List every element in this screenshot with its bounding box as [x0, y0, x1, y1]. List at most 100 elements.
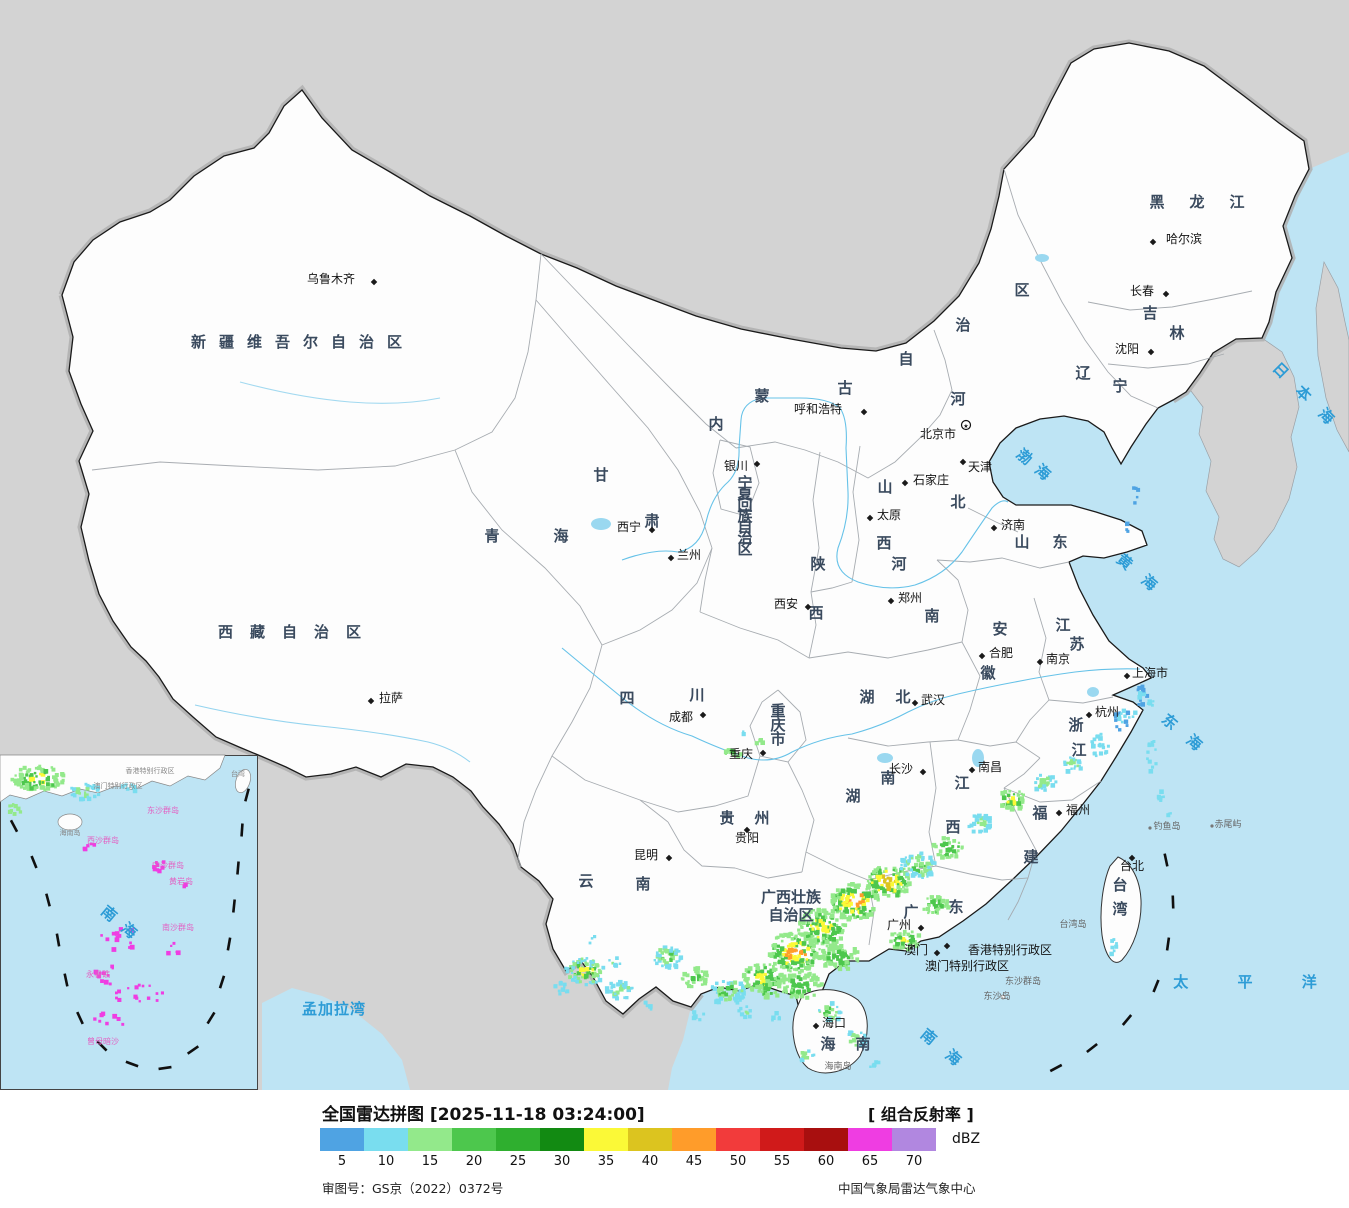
city-label: 成都: [669, 710, 693, 724]
city-marker-icon: [370, 278, 378, 286]
province-label: 四: [619, 689, 634, 707]
island-label: 东沙群岛: [1005, 975, 1041, 987]
province-label: 安: [992, 620, 1007, 638]
island-label: 赤尾屿: [1214, 819, 1241, 830]
legend-color-bar: [320, 1128, 936, 1151]
province-label: 林: [1169, 324, 1185, 342]
boundary-dash: [9, 819, 19, 833]
city-marker-icon: [367, 697, 375, 705]
island-label: 东沙岛: [983, 990, 1010, 1002]
inset-map: [0, 754, 258, 1090]
boundary-dash: [1086, 1042, 1098, 1054]
city-marker-icon: [959, 458, 967, 466]
city-label: 银川: [724, 459, 748, 473]
city-marker-icon: [919, 768, 927, 776]
legend-values-row: 5 10 15 20 25 30 35 40 45 50 55 60 65 70: [320, 1154, 936, 1169]
city-label: 香港特别行政区: [968, 942, 1052, 957]
city-marker-icon: [933, 949, 941, 957]
province-label: 古: [837, 379, 852, 397]
map-title: 全国雷达拼图 [2025-11-18 03:24:00]: [322, 1105, 645, 1125]
province-label: 肃: [644, 512, 659, 530]
inset-label: 东沙群岛: [147, 805, 179, 815]
province-label: 西: [945, 818, 960, 836]
dongsha-island-dot: [1000, 994, 1006, 1000]
legend-value-60: 60: [817, 1154, 835, 1169]
boundary-dash: [232, 899, 236, 913]
boundary-dash: [240, 823, 244, 837]
city-label: 福州: [1066, 802, 1090, 817]
boundary-dash: [1165, 937, 1171, 951]
province-label: 青: [484, 527, 499, 545]
city-label: 太原: [877, 507, 901, 522]
boundary-dash: [55, 933, 61, 947]
province-label: 区: [1014, 281, 1029, 299]
boundary-dash: [244, 788, 250, 802]
inset-label: 澳门特别行政区: [94, 781, 143, 790]
unit-label: dBZ: [952, 1131, 981, 1147]
province-label: 河: [891, 555, 906, 573]
province-label: 川: [688, 686, 704, 704]
province-label: 苏: [1069, 635, 1084, 653]
province-label: 内: [708, 415, 723, 433]
boundary-dash: [226, 937, 232, 951]
city-label: 济南: [1001, 517, 1025, 532]
inset-label: 黄岩岛: [169, 876, 193, 886]
province-label: 西: [876, 534, 891, 552]
city-marker-icon: [759, 749, 767, 757]
legend-value-65: 65: [861, 1154, 879, 1169]
product-label: [ 组合反射率 ]: [868, 1105, 974, 1124]
province-label: 辽: [1075, 364, 1090, 382]
province-label: 龙: [1188, 193, 1204, 211]
inset-label: 香港特别行政区: [126, 766, 175, 775]
inset-label: 永暑礁: [86, 969, 110, 979]
province-label: 海: [820, 1035, 835, 1053]
hainan-island: [792, 989, 868, 1074]
city-marker-icon: [648, 526, 656, 534]
capital-star-icon: ★: [963, 423, 968, 430]
legend-value-50: 50: [729, 1154, 747, 1169]
province-label: 贵: [719, 809, 734, 827]
city-label: 长沙: [889, 762, 913, 776]
city-marker-icon: [911, 699, 919, 707]
province-label: 山: [1014, 533, 1029, 551]
sea-label: 孟加拉湾: [302, 1000, 366, 1018]
boundary-dash: [63, 973, 69, 987]
inset-mainland: [0, 754, 226, 803]
credit-text: 中国气象局雷达气象中心: [838, 1181, 976, 1196]
city-marker-icon: [978, 652, 986, 660]
legend-value-45: 45: [685, 1154, 703, 1169]
legend-value-55: 55: [773, 1154, 791, 1169]
island-label: 钓鱼岛: [1153, 820, 1180, 832]
city-label: 澳门: [904, 942, 928, 957]
province-label: 东: [948, 898, 963, 916]
city-marker-icon: [943, 942, 951, 950]
city-marker-icon: [743, 826, 751, 834]
province-label: 重庆市: [770, 702, 785, 748]
city-label: 南京: [1046, 651, 1070, 666]
province-label: 新疆维吾尔自治区: [191, 333, 415, 351]
legend-color-15: [408, 1128, 452, 1151]
legend-color-10: [364, 1128, 408, 1151]
boundary-dash: [30, 855, 38, 869]
diaoyu-island-dot: [1148, 826, 1152, 830]
legend-value-40: 40: [641, 1154, 659, 1169]
inset-label: 台湾: [231, 769, 245, 778]
city-marker-icon: [804, 603, 812, 611]
license-text: 审图号：GS京（2022）0372号: [322, 1181, 504, 1196]
province-label: 江: [1055, 616, 1070, 634]
legend-value-35: 35: [597, 1154, 615, 1169]
legend-panel: 全国雷达拼图 [2025-11-18 03:24:00] [ 组合反射率 ] d…: [0, 1090, 1349, 1208]
river-layer: [194, 254, 1141, 767]
map-area: 新疆维吾尔自治区 西藏自治区青海甘肃内蒙古自治区黑龙江吉林辽宁河北山西山东河南陕西…: [0, 0, 1349, 1090]
legend-color-5: [320, 1128, 364, 1151]
province-label: 甘: [593, 466, 608, 484]
city-label: 南昌: [978, 759, 1002, 774]
province-label: 西: [808, 604, 823, 622]
province-label: 云: [578, 872, 593, 890]
boundary-dash: [1049, 1063, 1063, 1073]
city-label: 上海市: [1132, 665, 1168, 680]
taiwan-island: [1100, 856, 1142, 963]
legend-color-70: [892, 1128, 936, 1151]
